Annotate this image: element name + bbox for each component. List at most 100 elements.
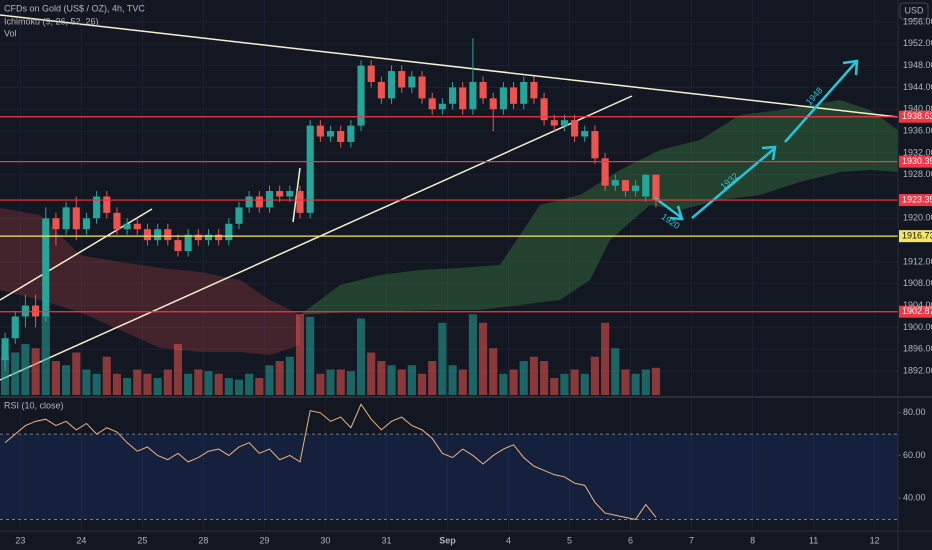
candle-body (32, 305, 40, 317)
y-tick-label: 1952.00 (903, 38, 932, 48)
indicator-label: RSI (10, close) (4, 400, 64, 410)
candle-body (347, 125, 355, 142)
price-tag-label: 1902.87 (902, 306, 932, 316)
volume-bar (51, 361, 61, 395)
candle-body (479, 81, 487, 99)
volume-bar (11, 352, 20, 395)
y-tick-label: 1936.00 (903, 125, 932, 135)
arrow-head (842, 59, 859, 76)
y-tick-label: 1940.00 (903, 104, 932, 114)
volume-bar (112, 373, 122, 395)
price-tag (899, 305, 932, 318)
candle-body (1, 338, 9, 361)
indicator-label: Vol (4, 28, 17, 38)
rsi-line (4, 403, 657, 521)
candle-body (489, 98, 497, 110)
volume-bar (509, 369, 518, 395)
x-tick-label: 4 (506, 535, 511, 545)
arrow-head (669, 205, 684, 221)
x-tick-label: 29 (259, 535, 269, 545)
rsi-band (0, 434, 898, 520)
volume-bar (356, 318, 366, 395)
candle-body (560, 120, 568, 126)
y-tick-label: 1904.00 (903, 300, 932, 310)
volume-bar (265, 365, 274, 395)
volume-bar (143, 373, 152, 395)
candle-body (520, 81, 528, 104)
projection-arrows (654, 59, 859, 221)
volume-bar (590, 356, 600, 395)
volume-bar (651, 367, 661, 395)
volume-bar (123, 378, 132, 395)
candle-body (52, 218, 60, 230)
cloud-red (0, 208, 300, 355)
candle-body (93, 196, 101, 219)
y-tick-label: 1920.00 (903, 213, 932, 223)
candle-body (143, 229, 152, 241)
y-tick-label: 1892.00 (903, 365, 932, 375)
candle-body (550, 120, 558, 126)
candle-body (540, 98, 548, 121)
price-tag-label: 1938.63 (902, 111, 932, 121)
candle-body (316, 125, 324, 137)
volume-bar (163, 369, 172, 395)
candle-body (642, 174, 650, 197)
currency[interactable]: USD (904, 5, 924, 15)
candle-body (276, 191, 284, 197)
candle-body (530, 81, 538, 99)
volume-bar (417, 373, 427, 395)
candle-body (499, 87, 507, 110)
x-tick-label: 24 (76, 535, 86, 545)
candle-body (235, 207, 243, 224)
rsi-tick-label: 80.00 (903, 407, 926, 417)
volume-bar (41, 314, 50, 395)
volume-bar (387, 365, 396, 395)
volume-bar (275, 361, 284, 395)
candle-body (154, 229, 162, 241)
volume-bar (377, 361, 386, 395)
volume-bar (204, 371, 213, 395)
volume-bar (570, 369, 579, 395)
candle-body (164, 229, 172, 241)
volume-bar (611, 348, 620, 395)
candle-body (438, 103, 446, 110)
volume-bar (31, 348, 40, 395)
volume-bar (479, 322, 488, 395)
x-tick-label: 23 (15, 535, 25, 545)
price-tag (899, 110, 932, 123)
volume-bar (499, 373, 508, 395)
candle-body (11, 316, 19, 339)
y-tick-label: 1944.00 (903, 82, 932, 92)
arrow (654, 196, 683, 220)
y-tick-label: 1948.00 (903, 60, 932, 70)
volume-bar (458, 369, 467, 395)
candle-body (306, 125, 314, 213)
candle-body (428, 98, 436, 110)
volume-bar (367, 352, 376, 395)
volume-bar (62, 365, 71, 395)
x-tick-label: 5 (567, 535, 572, 545)
volume-bar (428, 361, 437, 395)
volume-bar (133, 369, 142, 395)
volume-bar (194, 369, 203, 395)
volume-bar (621, 369, 630, 395)
volume-bar (316, 373, 325, 395)
candle-body (449, 87, 457, 104)
candle-body (418, 76, 426, 99)
candle-body (581, 131, 589, 137)
volume-bar (234, 379, 244, 395)
candle-body (286, 191, 294, 197)
candle-body (621, 180, 630, 192)
y-tick-label: 1896.00 (903, 344, 932, 354)
candle-body (591, 131, 599, 159)
volume-bar (489, 348, 498, 395)
volume-bar (255, 378, 264, 395)
volume-bar (214, 373, 223, 395)
volume-bar (245, 373, 254, 395)
volume-bar (285, 356, 294, 395)
y-tick-label: 1928.00 (903, 169, 932, 179)
currency-box[interactable] (899, 2, 929, 20)
volume-bar (224, 378, 233, 395)
